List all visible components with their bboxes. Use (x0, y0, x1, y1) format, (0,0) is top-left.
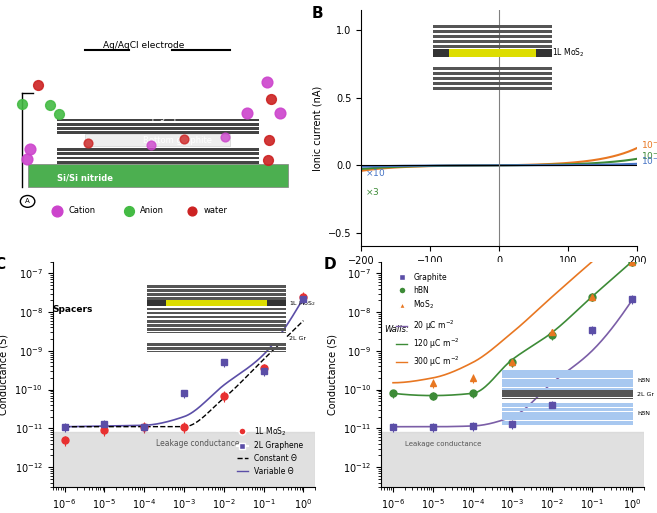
Point (187, 207, 198, 215)
Text: B: B (311, 6, 323, 21)
Y-axis label: Conductance (S): Conductance (S) (0, 334, 9, 415)
Point (219, 133, 230, 141)
Point (83, 139, 93, 147)
Legend: 20 μC m$^{-2}$, 120 μC m$^{-2}$, 300 μC m$^{-2}$: 20 μC m$^{-2}$, 120 μC m$^{-2}$, 300 μC … (393, 315, 463, 372)
Point (242, 109, 252, 117)
Text: D: D (323, 257, 336, 272)
Text: Ag/AgCl electrode: Ag/AgCl electrode (102, 41, 184, 50)
Bar (57, 123, 259, 126)
Bar (57, 127, 259, 130)
Legend: 1L MoS$_2$, 2L Graphene, Constant Θ, Variable Θ: 1L MoS$_2$, 2L Graphene, Constant Θ, Var… (233, 422, 306, 479)
Bar (85, 134, 230, 146)
Text: water: water (204, 206, 228, 215)
Bar (57, 131, 259, 134)
Point (179, 135, 189, 143)
Text: Anion: Anion (141, 206, 164, 215)
Point (45, 101, 55, 109)
Text: $10^{-2}$ M: $10^{-2}$ M (641, 150, 657, 162)
Text: Leakage conductance: Leakage conductance (156, 439, 240, 448)
Point (265, 95, 276, 103)
Text: C: C (0, 257, 6, 272)
Point (22, 155, 32, 163)
Text: Top graphite: Top graphite (143, 112, 196, 121)
Bar (57, 148, 259, 151)
Text: Leakage conductance: Leakage conductance (405, 441, 482, 447)
Bar (57, 152, 259, 155)
Text: $10^{-1}$ M: $10^{-1}$ M (641, 139, 657, 151)
Bar (57, 119, 259, 122)
Point (145, 141, 156, 149)
Point (261, 78, 272, 87)
Text: Cation: Cation (68, 206, 95, 215)
Point (264, 135, 275, 144)
Point (16, 100, 27, 108)
Text: Bottom graphite: Bottom graphite (143, 135, 212, 145)
Bar (57, 156, 259, 160)
Y-axis label: Conductance (S): Conductance (S) (327, 334, 337, 415)
Text: Spacers: Spacers (53, 305, 93, 314)
Text: $10^{-3}$ M: $10^{-3}$ M (641, 155, 657, 167)
Text: $\times$10: $\times$10 (365, 167, 385, 178)
Point (124, 207, 134, 215)
Text: Walls:: Walls: (384, 325, 409, 334)
Text: A: A (25, 199, 30, 204)
Point (262, 155, 273, 164)
Text: Si/Si nitride: Si/Si nitride (57, 173, 112, 182)
Point (33, 81, 43, 89)
Point (55, 110, 65, 119)
Bar (381, 432, 644, 506)
Y-axis label: Ionic current (nA): Ionic current (nA) (313, 86, 323, 171)
Bar (28, 164, 288, 187)
Bar (57, 161, 259, 164)
Point (51, 207, 62, 215)
Bar (53, 432, 315, 506)
Text: $\times$3: $\times$3 (365, 186, 379, 197)
Point (275, 109, 285, 117)
X-axis label: Applied voltage (mV): Applied voltage (mV) (448, 271, 551, 282)
Point (25, 145, 35, 153)
